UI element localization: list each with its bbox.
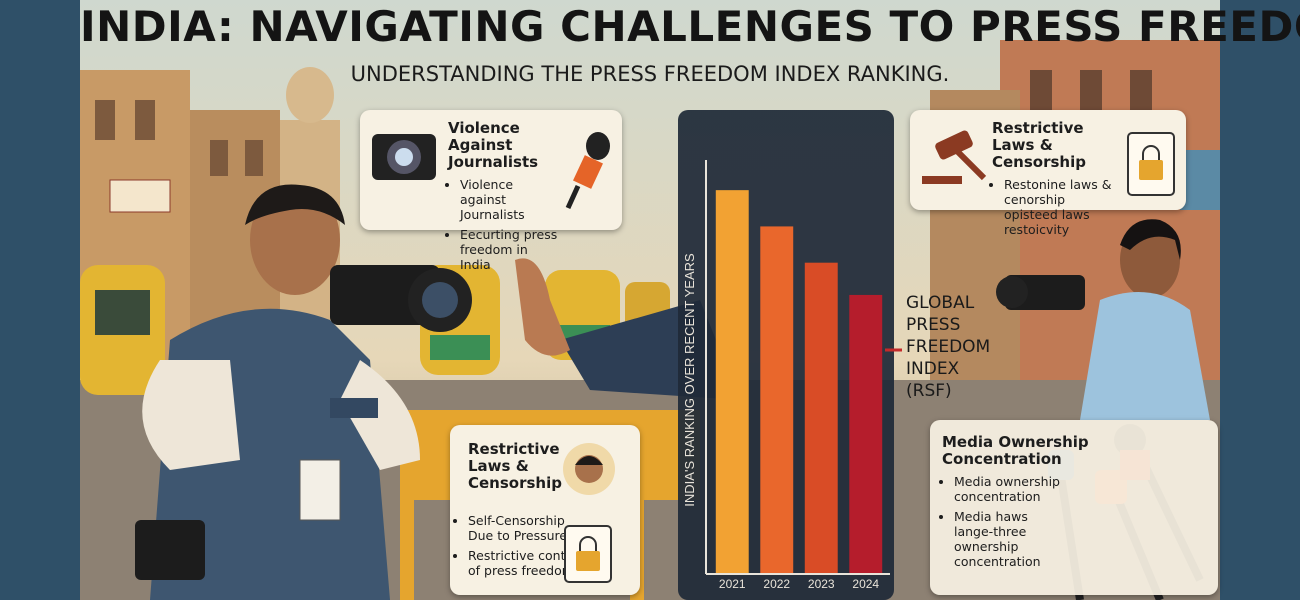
callout: Restrictive Laws & Censorship Restonine … [910, 110, 1186, 237]
subtitle: UNDERSTANDING THE PRESS FREEDOM INDEX RA… [350, 62, 950, 86]
x-tick-label: 2024 [852, 577, 879, 591]
x-tick-label: 2021 [719, 577, 746, 591]
callout-bullet: Restonine laws & cenorship opisteed laws… [1004, 177, 1120, 237]
side-label: GLOBAL PRESS FREEDOM INDEX (RSF) [906, 293, 991, 401]
callout: Violence Against Journalists Violence ag… [360, 110, 622, 272]
callout-bullet: Eecurting press freedom in India [460, 227, 558, 272]
callout-heading: Restrictive Laws & Censorship [468, 440, 562, 492]
callout-bullet: Media haws lange-three ownership concent… [954, 509, 1064, 569]
callout-heading: Violence Against Journalists [448, 119, 539, 171]
callout-heading: Media Ownership Concentration [942, 433, 1089, 468]
bar [804, 262, 838, 573]
bar [849, 294, 883, 573]
callout-bullet: Self-Censorship Due to Pressure [468, 513, 588, 543]
callout-bullet: Media ownership concentration [954, 474, 1064, 504]
y-axis-label: INDIA'S RANKING OVER RECENT YEARS [682, 253, 697, 507]
lock-icon [564, 525, 612, 583]
bar [760, 226, 794, 574]
callout: Restrictive Laws & Censorship Self-Censo… [450, 425, 640, 595]
photographer [135, 184, 472, 600]
title: INDIA: NAVIGATING CHALLENGES TO PRESS FR… [80, 2, 1300, 51]
callout-heading: Restrictive Laws & Censorship [992, 119, 1086, 171]
gavel-icon [922, 130, 987, 184]
bar [715, 190, 749, 573]
lock-icon [1127, 132, 1175, 196]
mic-icon [565, 132, 610, 210]
camera-icon [372, 134, 436, 180]
callout-bullet: Restrictive contacd of press freedom [468, 548, 588, 578]
buildings-left [80, 67, 340, 370]
x-tick-label: 2023 [808, 577, 835, 591]
x-tick-label: 2022 [763, 577, 790, 591]
reporter [996, 219, 1210, 420]
face-icon [563, 443, 615, 495]
callout-bullet: Violence against Journalists [460, 177, 558, 222]
bullet-list: Self-Censorship Due to Pressure Restricti… [456, 513, 588, 583]
callout: Media Ownership Concentration Media owne… [930, 420, 1218, 595]
